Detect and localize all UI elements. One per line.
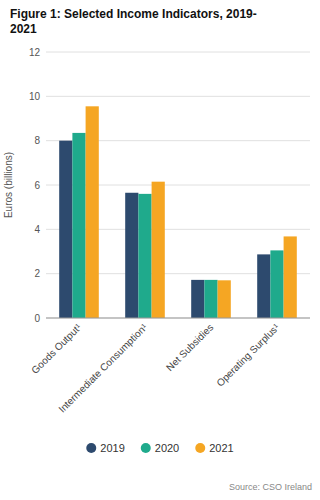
bar [284, 236, 297, 318]
x-tick-label: Intermediate Consumption¹ [56, 321, 150, 415]
legend-marker [141, 443, 151, 453]
bar [72, 133, 85, 318]
bars [59, 106, 297, 318]
grid-line [46, 318, 310, 319]
grid-line [46, 52, 310, 53]
bar [191, 280, 204, 318]
x-tick-label: Goods Output¹ [29, 321, 84, 376]
x-tick-label: Net Subsidies [164, 322, 215, 373]
title: Figure 1: Selected Income Indicators, 20… [10, 7, 257, 36]
chart: Figure 1: Selected Income Indicators, 20… [0, 0, 320, 500]
legend-label: 2021 [209, 442, 233, 454]
y-tick-label: 2 [34, 268, 40, 279]
bar [125, 193, 138, 318]
bar [59, 141, 72, 318]
legend-item: 2020 [141, 442, 179, 454]
source-note: Source: CSO Ireland [229, 482, 312, 492]
y-tick-label: 10 [29, 91, 41, 102]
y-tick-label: 12 [29, 47, 41, 58]
y-axis-label: Euros (billions) [3, 152, 14, 218]
bar [218, 280, 231, 318]
legend-label: 2019 [100, 442, 124, 454]
legend-marker [195, 443, 205, 453]
x-tick-label: Operating Surplus¹ [214, 321, 282, 389]
bar [257, 254, 270, 318]
legend-item: 2019 [86, 442, 124, 454]
y-tick-label: 6 [34, 180, 40, 191]
legend-item: 2021 [195, 442, 233, 454]
y-axis: 0 2 4 6 8 10 12 [29, 47, 310, 324]
y-tick-label: 4 [34, 224, 40, 235]
x-axis: Goods Output¹Intermediate Consumption¹ Ne… [29, 321, 282, 415]
bar [138, 194, 151, 318]
legend: 2019 2020 2021 [86, 442, 233, 454]
chart-container: Figure 1: Selected Income Indicators, 20… [0, 0, 320, 500]
bar [270, 250, 283, 318]
legend-label: 2020 [155, 442, 179, 454]
y-tick-label: 0 [34, 313, 40, 324]
grid-line [46, 96, 310, 97]
bar [86, 106, 99, 318]
bar [204, 280, 217, 318]
legend-marker [86, 443, 96, 453]
x-axis-line [46, 318, 310, 319]
y-tick-label: 8 [34, 135, 40, 146]
bar [152, 182, 165, 318]
